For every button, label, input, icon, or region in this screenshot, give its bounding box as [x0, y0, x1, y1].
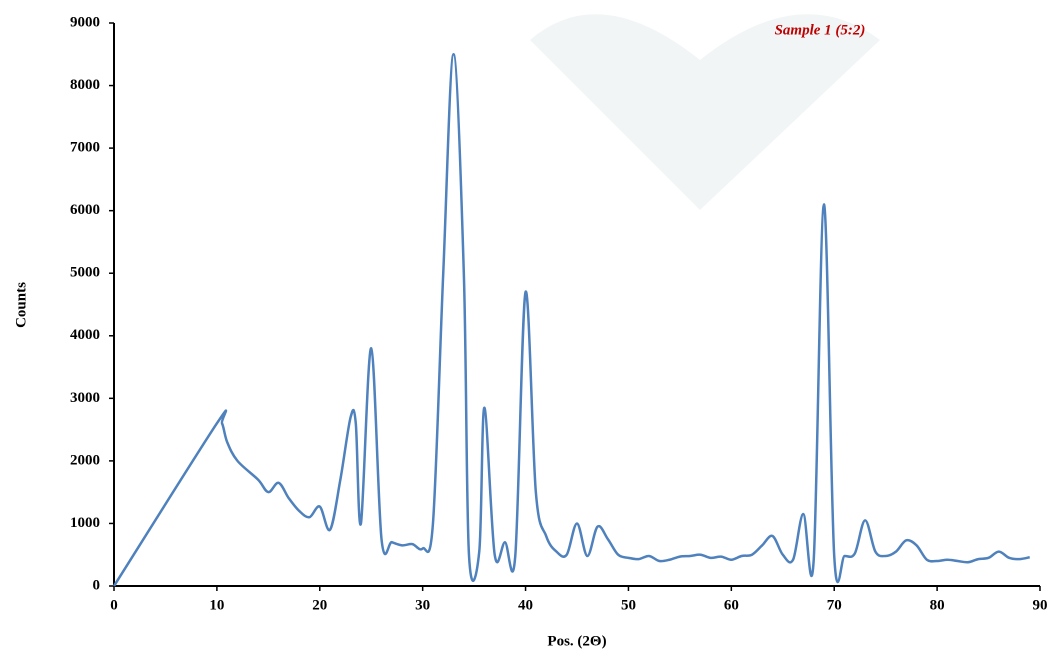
x-tick-label: 90	[1033, 597, 1048, 613]
x-tick-label: 80	[930, 597, 945, 613]
y-tick-label: 1000	[70, 515, 100, 531]
y-tick-label: 4000	[70, 327, 100, 343]
y-tick-label: 2000	[70, 452, 100, 468]
x-tick-label: 60	[724, 597, 739, 613]
y-axis-label: Counts	[13, 282, 29, 328]
x-tick-label: 20	[312, 597, 327, 613]
y-tick-label: 5000	[70, 265, 100, 281]
x-tick-label: 70	[827, 597, 842, 613]
x-axis-label: Pos. (2Θ)	[547, 633, 606, 649]
annotation: Sample 1 (5:2)	[775, 22, 866, 38]
y-tick-label: 8000	[70, 77, 100, 93]
x-tick-label: 30	[415, 597, 430, 613]
x-tick-label: 10	[209, 597, 224, 613]
y-tick-label: 6000	[70, 202, 100, 218]
x-tick-label: 0	[110, 597, 118, 613]
x-tick-label: 50	[621, 597, 636, 613]
y-tick-label: 9000	[70, 14, 100, 30]
watermark	[530, 14, 880, 211]
line	[112, 53, 1030, 587]
y-tick-label: 0	[93, 577, 101, 593]
y-tick-label: 7000	[70, 140, 100, 156]
y-tick-label: 3000	[70, 390, 100, 406]
x-tick-label: 40	[518, 597, 533, 613]
